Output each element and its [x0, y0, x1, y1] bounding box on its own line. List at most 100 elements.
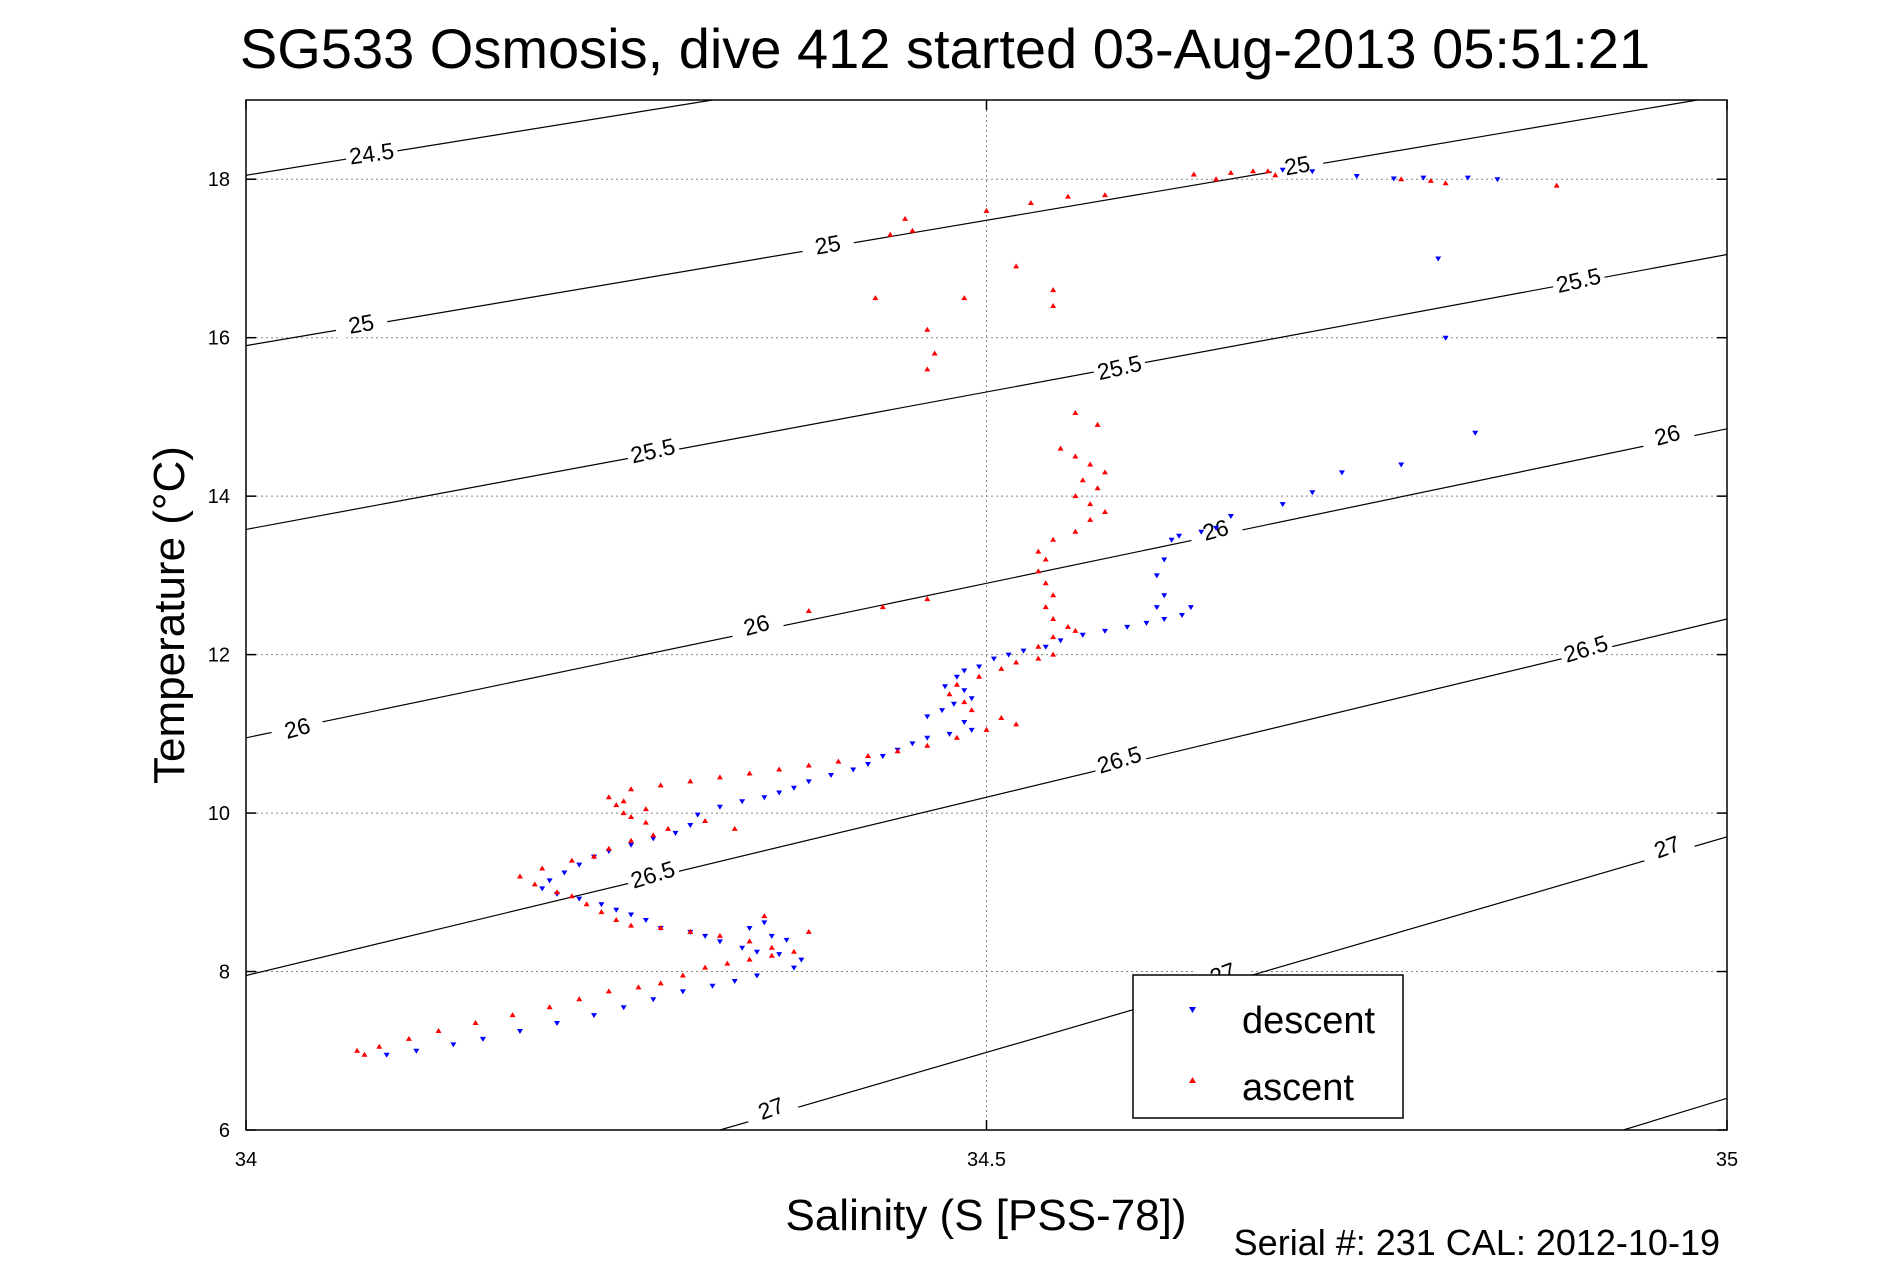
descent-point: [1153, 605, 1160, 611]
descent-point: [1464, 175, 1471, 181]
ascent-point: [887, 231, 894, 237]
ascent-point: [924, 596, 931, 602]
ascent-point: [1064, 193, 1071, 199]
descent-point: [1187, 605, 1194, 611]
descent-point: [1279, 167, 1286, 173]
descent-point: [576, 896, 583, 902]
descent-point: [1057, 638, 1064, 644]
descent-point: [768, 933, 775, 939]
ascent-point: [1042, 556, 1049, 562]
descent-point: [1178, 613, 1185, 618]
ascent-point: [768, 944, 775, 950]
descent-point: [924, 714, 931, 720]
ascent-point: [746, 938, 753, 944]
ascent-point: [650, 832, 657, 838]
ascent-point: [1050, 592, 1057, 598]
ascent-point: [1013, 721, 1020, 727]
ascent-point: [628, 786, 635, 792]
descent-point: [1309, 169, 1316, 175]
ascent-point: [976, 673, 983, 679]
descent-point: [865, 761, 872, 767]
ascent-point: [1250, 168, 1257, 174]
ascent-point: [613, 917, 620, 923]
descent-point: [1005, 652, 1012, 658]
contour-label-background: [1269, 148, 1325, 181]
ascent-point: [879, 604, 886, 610]
descent-point: [790, 965, 797, 971]
ascent-point: [1050, 651, 1057, 657]
ascent-point: [568, 857, 575, 863]
ascent-point: [805, 608, 812, 614]
descent-point: [716, 804, 723, 810]
descent-point: [776, 790, 783, 796]
descent-point: [479, 1036, 486, 1042]
descent-point: [516, 1028, 523, 1034]
ascent-point: [983, 726, 990, 732]
ascent-point: [605, 988, 612, 994]
descent-point: [1494, 177, 1501, 183]
ascent-point: [805, 762, 812, 768]
contour-label-background: [1557, 628, 1614, 667]
descent-point: [1338, 470, 1345, 476]
ascent-point: [591, 853, 598, 859]
ascent-point: [998, 665, 1005, 671]
series-ascent: [354, 168, 1560, 1057]
ascent-point: [657, 980, 664, 986]
ascent-point: [642, 819, 649, 825]
descent-point: [798, 957, 805, 963]
ascent-point: [354, 1047, 361, 1053]
descent-point: [679, 989, 686, 995]
descent-point: [1168, 537, 1175, 543]
descent-point: [613, 907, 620, 913]
descent-point: [790, 785, 797, 791]
legend-ascent-marker: [1189, 1077, 1196, 1083]
ascent-point: [953, 734, 960, 740]
descent-point: [961, 688, 968, 694]
descent-point: [950, 701, 957, 707]
ascent-point: [1072, 409, 1079, 415]
descent-point: [976, 664, 983, 670]
data-series: [354, 167, 1560, 1058]
ascent-point: [1013, 263, 1020, 269]
descent-point: [1442, 335, 1449, 341]
ascent-point: [746, 956, 753, 962]
descent-point: [946, 731, 953, 737]
ascent-point: [1094, 485, 1101, 491]
descent-point: [628, 912, 635, 918]
ascent-point: [1427, 177, 1434, 183]
ascent-point: [1101, 469, 1108, 475]
descent-point: [628, 842, 635, 848]
y-tick-label: 16: [208, 328, 230, 350]
contour-label-background: [268, 708, 326, 746]
ascent-point: [1042, 604, 1049, 610]
legend-descent-label: descent: [1242, 1000, 1376, 1042]
ascent-point: [716, 774, 723, 780]
descent-point: [731, 979, 738, 985]
contour-label-background: [799, 227, 856, 260]
ascent-point: [968, 707, 975, 713]
ascent-point: [1072, 528, 1079, 534]
ascent-point: [576, 996, 583, 1002]
ascent-point: [946, 691, 953, 697]
ascent-point: [1027, 200, 1034, 205]
descent-point: [1143, 620, 1150, 626]
ascent-point: [776, 766, 783, 772]
descent-point: [1020, 648, 1027, 654]
descent-point: [576, 862, 583, 868]
descent-point: [1101, 628, 1108, 634]
descent-point: [1227, 513, 1234, 519]
y-tick-label: 18: [208, 169, 230, 191]
ascent-point: [702, 818, 709, 823]
descent-point: [761, 920, 768, 926]
y-tick-label: 14: [208, 486, 230, 508]
ascent-point: [657, 782, 664, 788]
ascent-point: [835, 758, 842, 764]
descent-point: [827, 773, 834, 779]
descent-point: [924, 735, 931, 741]
series-descent: [383, 167, 1501, 1058]
chart-title: SG533 Osmosis, dive 412 started 03-Aug-2…: [240, 17, 1650, 80]
x-tick-label: 34: [235, 1149, 257, 1171]
ascent-point: [1094, 421, 1101, 427]
ascent-point: [1035, 655, 1042, 661]
ascent-point: [1035, 548, 1042, 554]
